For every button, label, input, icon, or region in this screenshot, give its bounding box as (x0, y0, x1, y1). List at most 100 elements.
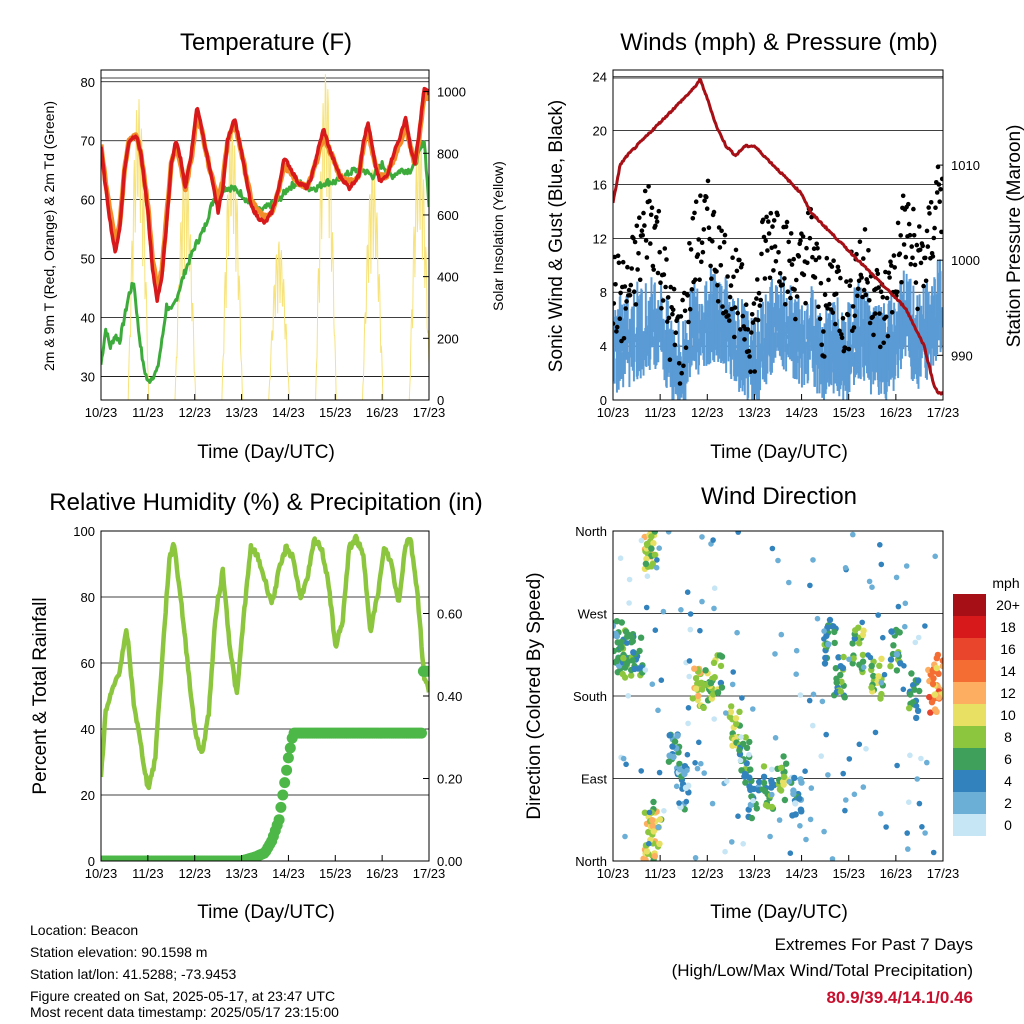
wind-gust-point (655, 270, 661, 276)
wind-direction-point (613, 632, 621, 640)
wind-direction-point (642, 560, 650, 567)
wind-direction-point (872, 729, 879, 736)
wind-direction-point (631, 665, 638, 673)
legend-label: 6 (1004, 751, 1012, 767)
wind-gust-point (646, 184, 651, 189)
temperature-series (101, 74, 429, 400)
y-tick-label: 100 (73, 524, 95, 539)
wind-direction-point (863, 746, 869, 752)
wind-gust-point (642, 223, 647, 228)
winds-plot-frame (612, 69, 944, 401)
wind-direction-point (618, 638, 626, 646)
wind-direction-point (776, 786, 784, 793)
wind-direction-point (772, 651, 778, 657)
wind-direction-point (746, 751, 752, 758)
wind-direction-point (748, 814, 755, 822)
wind-direction-point (906, 799, 912, 805)
wind-direction-point (710, 691, 717, 698)
wind-direction-point (880, 634, 886, 641)
wind-direction-point (878, 655, 885, 662)
wind-gust-point (928, 200, 934, 205)
legend-label: 16 (1000, 641, 1016, 657)
wind-direction-point (728, 703, 735, 710)
x-tick-label: 15/23 (832, 405, 865, 420)
wind-gust-point (665, 319, 670, 324)
wind-gust-point (730, 255, 735, 260)
wind-direction-point (761, 788, 769, 795)
wind-gust-point (757, 303, 763, 308)
wind-direction-point (931, 706, 939, 713)
wind-gust-point (633, 302, 639, 307)
wind-direction-point (837, 663, 844, 670)
wind-gust-point (794, 294, 800, 299)
wind-direction-point (734, 629, 740, 636)
wind-direction-point (736, 747, 743, 754)
wind-gust-point (831, 258, 836, 264)
wind-gust-point (824, 255, 830, 261)
wind-gust-point (911, 233, 917, 238)
wind-gust-point (642, 188, 648, 194)
wind-gust-point (771, 218, 777, 223)
wind-gust-point (768, 210, 774, 216)
y2-tick-label: 1000 (437, 85, 466, 100)
wind-direction-point (700, 704, 707, 711)
wind-gust-point (764, 214, 769, 220)
wind-gust-point (745, 327, 751, 332)
wind-direction-point (831, 628, 838, 636)
wind-direction-point (823, 731, 829, 738)
wind-gust-point (733, 247, 739, 253)
wind-direction-point (780, 753, 787, 760)
legend-swatch (953, 682, 986, 704)
wind-direction-point (851, 791, 858, 798)
humidity-y-axis-title: Percent & Total Rainfall (30, 597, 51, 794)
wind-direction-point (914, 776, 920, 782)
wind-direction-point (915, 634, 922, 641)
wind-gust-point (933, 205, 938, 210)
wind-gust-point (688, 247, 694, 252)
wind-gust-point (887, 275, 892, 280)
wind-gust-point (811, 246, 817, 251)
wind-direction-point (613, 657, 620, 665)
wind-direction-point (772, 735, 779, 741)
wind-gust-point (826, 277, 831, 283)
wind-gust-point (856, 278, 862, 284)
x-tick-label: 17/23 (927, 405, 960, 420)
wind-gust-point (670, 307, 676, 313)
x-tick-label: 14/23 (272, 405, 305, 420)
wind-gust-point (805, 260, 810, 266)
wind-direction-point (856, 640, 863, 647)
wind-gust-point (857, 239, 863, 244)
wind-direction-point (649, 817, 656, 824)
wind-gust-point (860, 294, 865, 300)
wind-gust-point (881, 340, 886, 346)
wind-direction-point (698, 679, 705, 686)
wind-gust-point (810, 254, 815, 260)
wind-direction-point (698, 760, 704, 767)
wind-gust-point (918, 260, 924, 266)
wind-direction-point (737, 757, 744, 764)
wind-gust-point (632, 239, 638, 245)
wind-gust-point (780, 282, 785, 288)
wind-direction-point (893, 667, 901, 674)
wind-direction-point (915, 677, 922, 684)
wind-direction-point (628, 672, 635, 679)
wind-gust-point (772, 244, 778, 249)
wind-gust-point (755, 317, 761, 323)
y2-tick-label: 0.40 (437, 689, 462, 704)
wind-gust-point (866, 248, 871, 253)
wind-gust-point (682, 308, 688, 314)
wind-direction-point (852, 627, 859, 634)
wind-gust-point (647, 198, 652, 204)
wind-gust-point (696, 237, 701, 242)
wind-direction-point (630, 649, 637, 656)
dewpoint-line (101, 140, 429, 384)
wind-gust-point (760, 217, 766, 223)
x-tick-label: 14/23 (785, 405, 818, 420)
temperature-panel: Temperature (F) 304050607080020040060080… (41, 29, 506, 463)
wind-gust-point (715, 299, 721, 304)
wind-direction-point (808, 785, 815, 791)
y-tick-label: 50 (81, 252, 95, 267)
wind-gust-point (900, 193, 906, 199)
wind-gust-point (677, 381, 683, 386)
